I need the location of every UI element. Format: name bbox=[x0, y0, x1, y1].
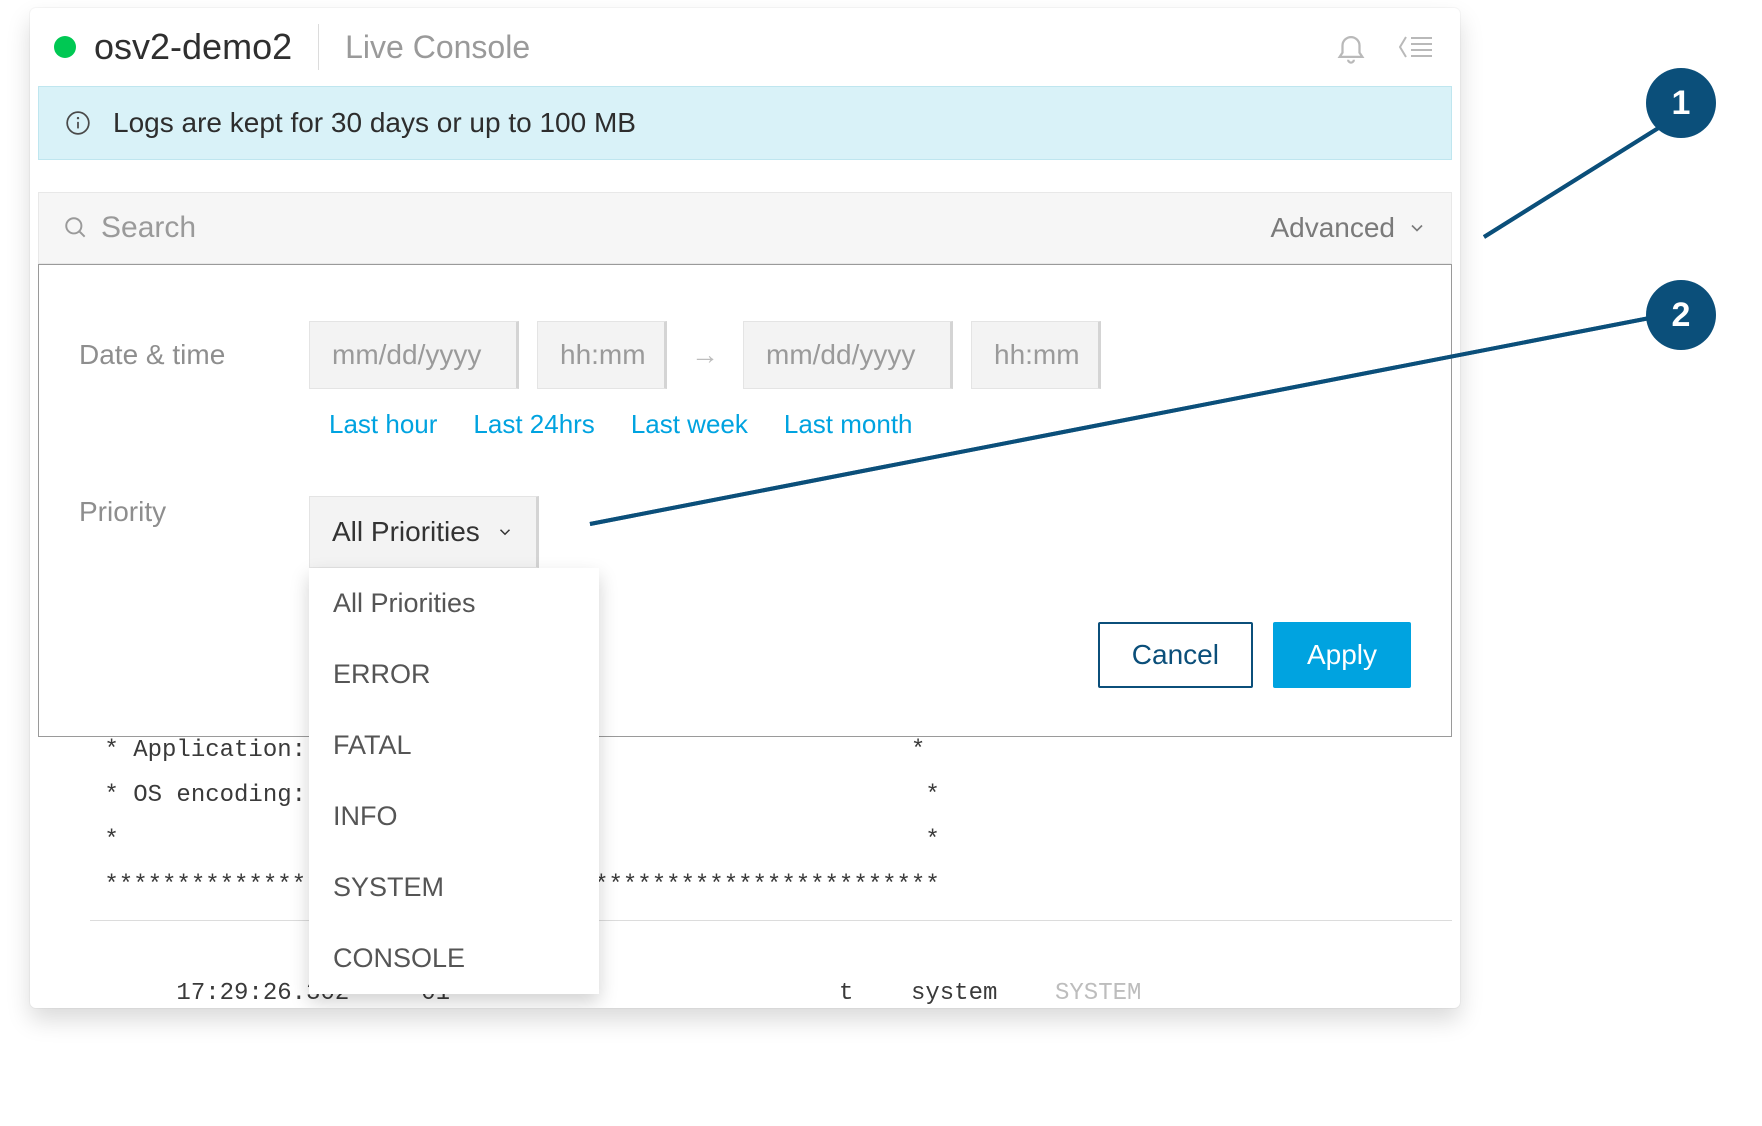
console-window: osv2-demo2 Live Console bbox=[30, 8, 1460, 1008]
chevron-down-icon bbox=[496, 523, 514, 541]
advanced-toggle[interactable]: Advanced bbox=[1270, 212, 1427, 244]
chevron-down-icon bbox=[1407, 218, 1427, 238]
page-subtitle: Live Console bbox=[345, 29, 530, 66]
search-icon bbox=[63, 215, 89, 241]
search-input[interactable] bbox=[99, 210, 1270, 246]
quick-range-links: Last hour Last 24hrs Last week Last mont… bbox=[329, 409, 1411, 440]
priority-dropdown-menu: All Priorities ERROR FATAL INFO SYSTEM C… bbox=[309, 568, 599, 994]
callout-line bbox=[1483, 117, 1675, 239]
log-separator bbox=[90, 920, 1452, 921]
date-to-input[interactable]: mm/dd/yyyy bbox=[743, 321, 953, 389]
search-bar: Advanced bbox=[38, 192, 1452, 264]
filter-actions: Cancel Apply bbox=[79, 622, 1411, 688]
priority-option[interactable]: INFO bbox=[309, 781, 599, 852]
log-output: * Application: osv2-d * * OS encoding: U… bbox=[90, 728, 1452, 1008]
priority-selected-value: All Priorities bbox=[332, 516, 480, 548]
info-icon bbox=[65, 110, 91, 136]
apply-button[interactable]: Apply bbox=[1273, 622, 1411, 688]
priority-dropdown: All Priorities All Priorities ERROR FATA… bbox=[309, 496, 539, 568]
app-title: osv2-demo2 bbox=[94, 26, 292, 68]
collapse-panel-icon[interactable] bbox=[1396, 32, 1436, 62]
status-dot-icon bbox=[54, 36, 76, 58]
priority-option[interactable]: FATAL bbox=[309, 710, 599, 781]
arrow-right-icon: → bbox=[685, 339, 725, 371]
date-time-inputs: mm/dd/yyyy hh:mm → mm/dd/yyyy hh:mm bbox=[309, 321, 1101, 389]
quick-link-last-week[interactable]: Last week bbox=[631, 409, 748, 440]
priority-row: Priority All Priorities All Priorities E… bbox=[79, 496, 1411, 568]
date-from-input[interactable]: mm/dd/yyyy bbox=[309, 321, 519, 389]
log-mid: t system bbox=[839, 980, 997, 1007]
cancel-button[interactable]: Cancel bbox=[1098, 622, 1253, 688]
log-line: * * bbox=[90, 818, 1452, 863]
priority-label: Priority bbox=[79, 496, 309, 528]
window-header: osv2-demo2 Live Console bbox=[30, 8, 1460, 86]
header-divider bbox=[318, 24, 319, 70]
time-from-input[interactable]: hh:mm bbox=[537, 321, 667, 389]
advanced-toggle-label: Advanced bbox=[1270, 212, 1395, 244]
bell-icon[interactable] bbox=[1334, 30, 1368, 64]
callout-bubble-2: 2 bbox=[1646, 280, 1716, 350]
log-line: * OS encoding: UTF-8 * bbox=[90, 773, 1452, 818]
log-category: SYSTEM bbox=[1055, 980, 1141, 1007]
info-banner-text: Logs are kept for 30 days or up to 100 M… bbox=[113, 107, 636, 139]
callout-bubble-1: 1 bbox=[1646, 68, 1716, 138]
priority-option[interactable]: SYSTEM bbox=[309, 852, 599, 923]
advanced-filter-panel: Date & time mm/dd/yyyy hh:mm → mm/dd/yyy… bbox=[38, 264, 1452, 737]
quick-link-last-24hrs[interactable]: Last 24hrs bbox=[473, 409, 594, 440]
log-entry: 17:29:26.302 01 t system SYSTEM bbox=[90, 935, 1452, 1008]
time-to-input[interactable]: hh:mm bbox=[971, 321, 1101, 389]
priority-option[interactable]: CONSOLE bbox=[309, 923, 599, 994]
info-banner: Logs are kept for 30 days or up to 100 M… bbox=[38, 86, 1452, 160]
date-time-label: Date & time bbox=[79, 339, 309, 371]
priority-option[interactable]: All Priorities bbox=[309, 568, 599, 639]
log-line: ********************** *****************… bbox=[90, 863, 1452, 908]
date-time-row: Date & time mm/dd/yyyy hh:mm → mm/dd/yyy… bbox=[79, 321, 1411, 389]
quick-link-last-month[interactable]: Last month bbox=[784, 409, 913, 440]
priority-option[interactable]: ERROR bbox=[309, 639, 599, 710]
priority-dropdown-button[interactable]: All Priorities bbox=[309, 496, 539, 568]
quick-link-last-hour[interactable]: Last hour bbox=[329, 409, 437, 440]
